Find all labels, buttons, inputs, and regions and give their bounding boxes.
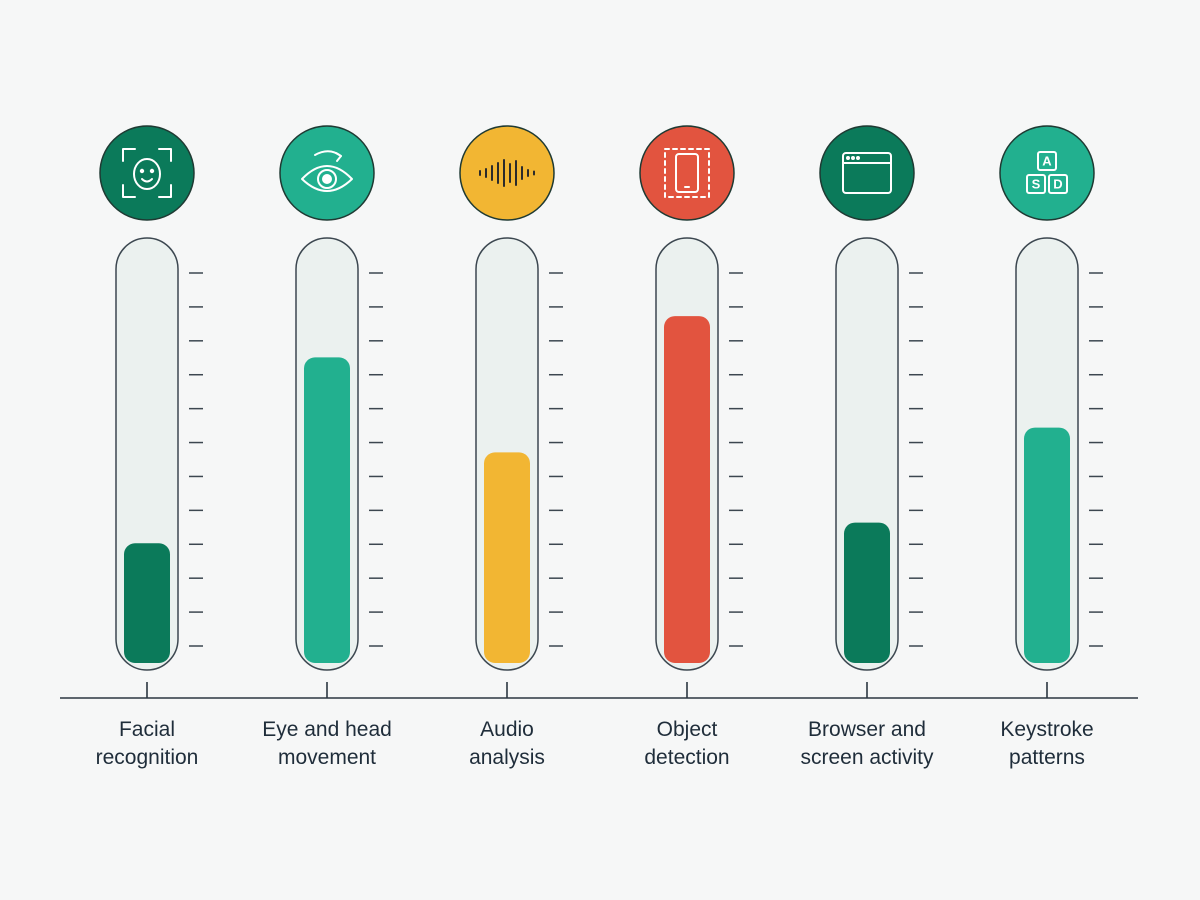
icon-circle	[639, 125, 735, 221]
icon-part	[122, 184, 136, 198]
category-label: Audio analysis	[469, 718, 545, 769]
category-label: Browser and screen activity	[800, 718, 934, 769]
category-label: Facial recognition	[95, 718, 199, 769]
bar	[124, 543, 170, 663]
icon-circle	[99, 125, 195, 221]
icon-part	[158, 148, 172, 162]
icon-circle	[819, 125, 915, 221]
bar	[1024, 427, 1070, 663]
icon-part	[141, 178, 153, 183]
icon-part	[856, 156, 860, 160]
icon-circle	[279, 125, 375, 221]
icon-part	[301, 165, 353, 192]
bar	[304, 357, 350, 663]
icon	[122, 148, 172, 198]
icon-part	[675, 153, 699, 193]
icon-key: A	[1042, 153, 1052, 168]
icon-key: D	[1053, 176, 1062, 191]
bar	[484, 452, 530, 663]
icon-part	[1037, 151, 1057, 171]
category-label: Object detection	[644, 718, 730, 769]
icon	[842, 152, 892, 194]
icon-part	[1048, 174, 1068, 194]
icon-part	[664, 148, 710, 198]
icon: AS D	[1026, 151, 1068, 194]
category-label: Keystroke patterns	[1000, 718, 1094, 769]
icon-part	[846, 156, 850, 160]
bar	[664, 316, 710, 663]
icon	[664, 148, 710, 198]
icon-part	[158, 184, 172, 198]
icon-circle	[999, 125, 1095, 221]
icon-part	[317, 169, 337, 189]
icon-part	[133, 158, 161, 190]
icon-part	[851, 156, 855, 160]
icon-part	[139, 168, 145, 174]
bar	[844, 522, 890, 663]
category-label: Eye and head movement	[262, 718, 392, 769]
icon-key: S	[1032, 176, 1041, 191]
icon	[301, 150, 353, 192]
icon-part	[335, 152, 342, 162]
icon-part	[149, 168, 155, 174]
icon-part	[1026, 174, 1046, 194]
icon-circle	[459, 125, 555, 221]
icon-part	[322, 174, 332, 184]
icon-part	[842, 152, 892, 194]
icon	[479, 159, 535, 187]
icon-part	[122, 148, 136, 162]
